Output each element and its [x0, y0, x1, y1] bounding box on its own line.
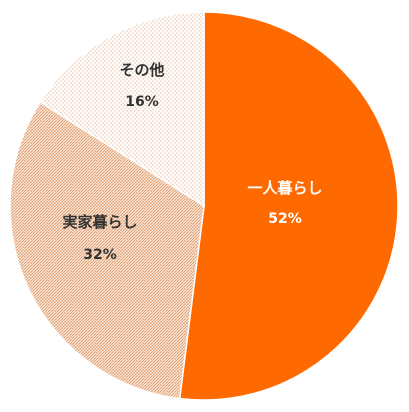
pie-slices — [9, 11, 399, 401]
slice-label-2: 実家暮らし — [62, 213, 137, 231]
slice-percent-3: 16% — [125, 94, 159, 110]
pie-labels: 一人暮らし 52% 実家暮らし 32% その他 16% — [62, 61, 322, 263]
slice-percent-1: 52% — [268, 211, 302, 227]
slice-label-3: その他 — [119, 61, 164, 79]
pie-slice-2 — [9, 101, 205, 400]
slice-label-1: 一人暮らし — [247, 179, 322, 197]
pie-slice-3 — [39, 11, 205, 208]
slice-percent-2: 32% — [83, 247, 117, 263]
pie-slice-1 — [178, 11, 399, 401]
